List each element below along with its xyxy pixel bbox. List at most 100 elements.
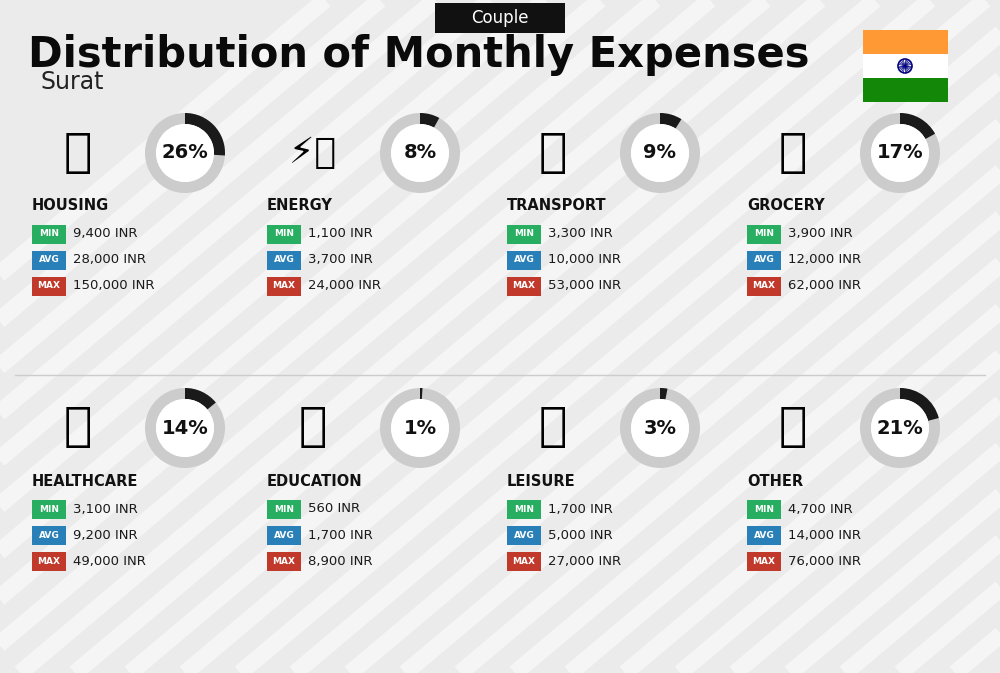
FancyBboxPatch shape <box>267 225 301 244</box>
FancyBboxPatch shape <box>267 551 301 571</box>
Text: 24,000 INR: 24,000 INR <box>308 279 381 293</box>
Text: EDUCATION: EDUCATION <box>267 474 363 489</box>
Text: 14%: 14% <box>162 419 208 437</box>
Text: MAX: MAX <box>38 557 60 565</box>
Text: 1,100 INR: 1,100 INR <box>308 227 373 240</box>
Text: 21%: 21% <box>877 419 923 437</box>
Text: 🚌: 🚌 <box>539 131 567 176</box>
Wedge shape <box>380 388 460 468</box>
Wedge shape <box>185 113 225 155</box>
Text: MIN: MIN <box>754 229 774 238</box>
Text: 14,000 INR: 14,000 INR <box>788 528 861 542</box>
Text: 76,000 INR: 76,000 INR <box>788 555 861 567</box>
Text: Couple: Couple <box>471 9 529 27</box>
Text: 8%: 8% <box>403 143 437 162</box>
Text: 9,400 INR: 9,400 INR <box>73 227 138 240</box>
FancyBboxPatch shape <box>747 551 781 571</box>
Text: 150,000 INR: 150,000 INR <box>73 279 154 293</box>
Text: 🏢: 🏢 <box>64 131 92 176</box>
Text: 1,700 INR: 1,700 INR <box>308 528 373 542</box>
Circle shape <box>391 399 449 457</box>
Text: MIN: MIN <box>39 229 59 238</box>
Wedge shape <box>860 113 940 193</box>
FancyBboxPatch shape <box>507 250 541 269</box>
Text: 26%: 26% <box>162 143 208 162</box>
Text: Distribution of Monthly Expenses: Distribution of Monthly Expenses <box>28 34 810 76</box>
Text: MIN: MIN <box>39 505 59 513</box>
Text: 4,700 INR: 4,700 INR <box>788 503 853 516</box>
Text: 3,100 INR: 3,100 INR <box>73 503 138 516</box>
Text: AVG: AVG <box>754 530 774 540</box>
FancyBboxPatch shape <box>32 526 66 544</box>
Wedge shape <box>145 113 225 193</box>
FancyBboxPatch shape <box>747 225 781 244</box>
Text: 53,000 INR: 53,000 INR <box>548 279 621 293</box>
Text: 8,900 INR: 8,900 INR <box>308 555 372 567</box>
Text: GROCERY: GROCERY <box>747 199 825 213</box>
Wedge shape <box>620 113 700 193</box>
Text: TRANSPORT: TRANSPORT <box>507 199 607 213</box>
Text: 🛍: 🛍 <box>539 406 567 450</box>
Text: MAX: MAX <box>753 281 776 291</box>
Wedge shape <box>420 388 423 399</box>
Text: AVG: AVG <box>274 256 294 264</box>
Wedge shape <box>900 388 939 421</box>
Text: AVG: AVG <box>274 530 294 540</box>
Wedge shape <box>900 113 935 139</box>
FancyBboxPatch shape <box>507 551 541 571</box>
Text: MIN: MIN <box>274 229 294 238</box>
Circle shape <box>871 124 929 182</box>
Text: MAX: MAX <box>512 557 536 565</box>
Text: 17%: 17% <box>877 143 923 162</box>
FancyBboxPatch shape <box>435 3 565 33</box>
Text: 62,000 INR: 62,000 INR <box>788 279 861 293</box>
FancyBboxPatch shape <box>32 225 66 244</box>
FancyBboxPatch shape <box>862 30 948 54</box>
FancyBboxPatch shape <box>507 499 541 518</box>
Text: 💰: 💰 <box>779 406 807 450</box>
Circle shape <box>631 399 689 457</box>
Wedge shape <box>145 388 225 468</box>
Wedge shape <box>620 388 700 468</box>
FancyBboxPatch shape <box>747 499 781 518</box>
Text: 🎓: 🎓 <box>299 406 327 450</box>
Circle shape <box>631 124 689 182</box>
FancyBboxPatch shape <box>747 250 781 269</box>
Text: HEALTHCARE: HEALTHCARE <box>32 474 138 489</box>
Text: AVG: AVG <box>754 256 774 264</box>
Text: 1,700 INR: 1,700 INR <box>548 503 613 516</box>
Wedge shape <box>860 388 940 468</box>
FancyBboxPatch shape <box>747 277 781 295</box>
FancyBboxPatch shape <box>32 250 66 269</box>
Text: 🥬: 🥬 <box>779 131 807 176</box>
Wedge shape <box>380 113 460 193</box>
Text: 27,000 INR: 27,000 INR <box>548 555 621 567</box>
Text: MAX: MAX <box>272 281 296 291</box>
Circle shape <box>871 399 929 457</box>
Text: LEISURE: LEISURE <box>507 474 576 489</box>
FancyBboxPatch shape <box>862 54 948 78</box>
Text: ⚡🏠: ⚡🏠 <box>290 136 336 170</box>
Text: MIN: MIN <box>274 505 294 513</box>
Text: 💗: 💗 <box>64 406 92 450</box>
Text: MAX: MAX <box>753 557 776 565</box>
FancyBboxPatch shape <box>267 499 301 518</box>
Text: MAX: MAX <box>272 557 296 565</box>
Text: Surat: Surat <box>40 70 104 94</box>
Text: 3,300 INR: 3,300 INR <box>548 227 613 240</box>
Text: 28,000 INR: 28,000 INR <box>73 254 146 267</box>
FancyBboxPatch shape <box>747 526 781 544</box>
Text: AVG: AVG <box>39 530 59 540</box>
Wedge shape <box>420 113 439 128</box>
Text: 560 INR: 560 INR <box>308 503 360 516</box>
Text: OTHER: OTHER <box>747 474 803 489</box>
Text: 5,000 INR: 5,000 INR <box>548 528 613 542</box>
Text: 3%: 3% <box>644 419 676 437</box>
Text: ENERGY: ENERGY <box>267 199 333 213</box>
Text: MAX: MAX <box>512 281 536 291</box>
Text: AVG: AVG <box>514 530 534 540</box>
FancyBboxPatch shape <box>862 78 948 102</box>
Text: 3,900 INR: 3,900 INR <box>788 227 853 240</box>
Text: 9%: 9% <box>644 143 676 162</box>
Circle shape <box>156 399 214 457</box>
